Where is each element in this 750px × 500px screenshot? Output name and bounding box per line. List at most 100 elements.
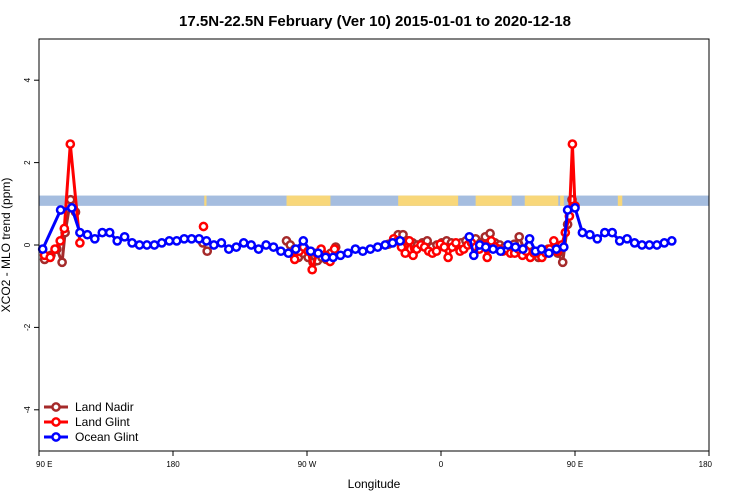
data-point [514, 231, 525, 242]
data-point [289, 254, 300, 265]
data-point [464, 231, 475, 242]
data-point [518, 244, 528, 254]
legend-swatch-marker [51, 417, 61, 427]
x-axis: 90 E 180 90 W 0 90 E 180 [36, 451, 713, 469]
data-point [66, 203, 77, 213]
data-point [201, 236, 212, 246]
land-band-segment [286, 195, 331, 206]
data-point [328, 252, 338, 263]
land-mask-band [39, 195, 709, 206]
data-point [644, 240, 655, 250]
data-point [395, 236, 405, 246]
data-point [119, 231, 130, 242]
data-point [238, 238, 249, 248]
data-point [400, 248, 411, 259]
data-point [387, 238, 398, 248]
data-point [202, 246, 213, 257]
data-point [82, 229, 93, 240]
x-tick-label: 90 W [298, 460, 317, 469]
data-point [329, 244, 340, 254]
data-point [485, 228, 495, 239]
data-point [186, 233, 197, 244]
data-point [557, 257, 568, 268]
data-point [283, 248, 294, 259]
ocean-band [39, 195, 709, 206]
data-point [599, 227, 610, 238]
y-axis: -4 -2 0 2 4 [23, 77, 39, 413]
data-point [134, 240, 145, 250]
y-tick-label: -4 [23, 406, 32, 414]
y-tick-label: -2 [23, 323, 32, 331]
data-point [439, 242, 450, 252]
data-point [614, 236, 625, 246]
data-point [75, 238, 85, 248]
data-point [404, 236, 415, 246]
series-group [37, 139, 677, 275]
data-point [305, 246, 316, 257]
data-point [194, 233, 204, 244]
data-point [524, 233, 535, 244]
data-point [558, 242, 569, 252]
data-point [298, 236, 309, 246]
data-point [482, 252, 493, 263]
y-tick-label: 4 [23, 77, 32, 82]
land-band-segment [398, 195, 459, 206]
data-point [622, 233, 632, 244]
series-ocean-glint [37, 203, 677, 263]
data-point [57, 257, 67, 268]
data-point [495, 246, 506, 257]
data-point [607, 227, 618, 238]
data-point [629, 238, 640, 248]
legend-label: Ocean Glint [75, 430, 139, 444]
data-point [585, 229, 595, 240]
legend-label: Land Glint [75, 415, 130, 429]
data-point [451, 238, 461, 248]
data-point [652, 240, 662, 250]
data-point [253, 244, 264, 254]
data-point [350, 244, 361, 254]
data-point [179, 233, 190, 244]
data-point [45, 252, 56, 263]
data-point [488, 244, 498, 254]
chart-title: 17.5N-22.5N February (Ver 10) 2015-01-01… [179, 13, 571, 30]
data-point [562, 205, 573, 215]
data-point [142, 240, 152, 250]
data-point [112, 236, 123, 246]
data-point [592, 233, 603, 244]
data-point [65, 194, 76, 205]
data-point [55, 205, 66, 215]
data-point [198, 221, 209, 232]
data-point [548, 236, 559, 246]
x-tick-label: 90 E [567, 460, 583, 469]
x-tick-label: 90 E [36, 460, 52, 469]
data-point [335, 250, 346, 261]
legend-item-land-glint: Land Glint [44, 415, 130, 429]
x-axis-label: Longitude [348, 477, 401, 491]
data-point [290, 244, 301, 254]
land-band-segment [204, 195, 207, 206]
y-tick-label: 2 [23, 160, 32, 165]
data-point [365, 244, 376, 254]
data-point [307, 264, 318, 275]
land-band-segment [524, 195, 559, 206]
data-point [50, 244, 60, 254]
legend-item-ocean-glint: Ocean Glint [44, 430, 139, 444]
data-point [149, 240, 160, 250]
data-point [89, 233, 100, 244]
data-point [209, 240, 219, 250]
data-point [59, 223, 70, 234]
data-point [164, 236, 175, 246]
data-point [223, 244, 234, 254]
land-band-segment [617, 195, 623, 206]
data-point [577, 227, 588, 238]
data-point [343, 248, 353, 259]
data-point [246, 240, 257, 250]
data-point [171, 236, 182, 246]
data-point [510, 242, 521, 252]
data-point [544, 248, 554, 259]
legend-label: Land Nadir [75, 400, 134, 414]
x-tick-label: 180 [166, 460, 180, 469]
data-point [276, 246, 286, 257]
data-point [551, 244, 562, 254]
